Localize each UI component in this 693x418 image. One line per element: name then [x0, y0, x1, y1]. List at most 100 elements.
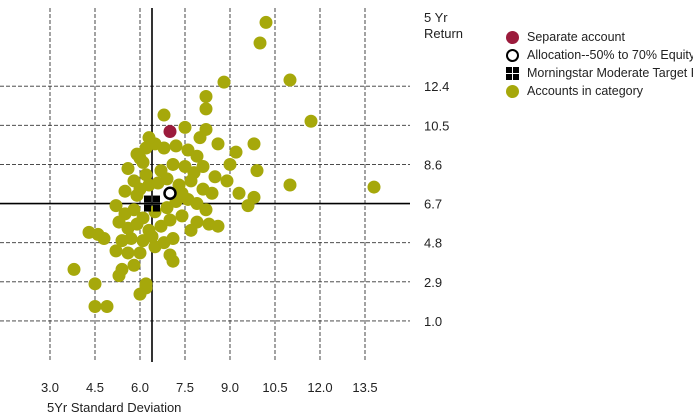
benchmark-square: [153, 195, 160, 203]
category-account-point: [124, 232, 138, 246]
category-account-point: [88, 277, 102, 291]
y-tick-label: 8.6: [424, 157, 442, 172]
category-account-point: [259, 15, 273, 29]
category-account-point: [157, 108, 171, 122]
category-account-point: [118, 184, 132, 198]
category-account-point: [283, 73, 297, 87]
category-account-point: [163, 213, 177, 227]
category-account-point: [196, 160, 210, 174]
category-account-point: [178, 120, 192, 134]
y-axis-title-line-2: Return: [424, 26, 463, 41]
category-account-point: [304, 114, 318, 128]
y-tick-label: 1.0: [424, 314, 442, 329]
benchmark-square: [144, 204, 151, 212]
category-account-point: [211, 137, 225, 151]
category-account-point: [232, 186, 246, 200]
y-tick-label: 10.5: [424, 118, 449, 133]
category-account-point: [199, 90, 213, 104]
allocation-category-point: [163, 186, 177, 201]
category-account-point: [199, 102, 213, 116]
category-account-point: [142, 131, 156, 145]
category-account-point: [169, 139, 183, 153]
x-tick-label: 9.0: [221, 380, 239, 395]
category-account-point: [190, 149, 204, 163]
category-account-point: [130, 217, 144, 231]
x-tick-label: 12.0: [307, 380, 332, 395]
legend-item-benchmark: Morningstar Moderate Target Risk: [506, 64, 693, 82]
category-account-point: [253, 36, 267, 50]
category-account-point: [100, 299, 114, 313]
category-account-point: [223, 157, 237, 171]
benchmark-point: [144, 195, 160, 212]
category-account-point: [202, 217, 216, 231]
category-account-point: [133, 287, 147, 301]
legend-label: Allocation--50% to 70% Equity: [527, 48, 693, 62]
legend-label: Morningstar Moderate Target Risk: [527, 66, 693, 80]
category-account-point: [193, 131, 207, 145]
legend-swatch-separate-account: [506, 30, 519, 44]
category-account-point: [241, 199, 255, 213]
y-tick-label: 2.9: [424, 275, 442, 290]
y-tick-label: 4.8: [424, 236, 442, 251]
chart-legend: Separate account Allocation--50% to 70% …: [506, 28, 693, 100]
category-account-point: [127, 258, 141, 272]
legend-swatch-grid: [506, 66, 519, 80]
category-account-point: [205, 186, 219, 200]
legend-item-allocation-category: Allocation--50% to 70% Equity: [506, 46, 693, 64]
category-account-point: [139, 168, 153, 182]
category-account-point: [166, 232, 180, 246]
category-account-point: [133, 182, 147, 196]
x-tick-label: 4.5: [86, 380, 104, 395]
legend-item-accounts-in-category: Accounts in category: [506, 82, 693, 100]
category-account-point: [121, 246, 135, 260]
legend-swatch-ring: [506, 48, 519, 62]
category-account-point: [67, 262, 81, 276]
x-axis-title: 5Yr Standard Deviation: [47, 400, 181, 415]
category-account-point: [145, 229, 159, 243]
category-account-point: [208, 170, 222, 184]
legend-label: Accounts in category: [527, 84, 644, 98]
category-account-point: [175, 209, 189, 223]
highlight-markers: [144, 125, 177, 212]
category-account-point: [247, 137, 261, 151]
x-tick-label: 13.5: [352, 380, 377, 395]
category-account-point: [220, 174, 234, 188]
separate-account-point: [163, 125, 177, 139]
x-tick-label: 3.0: [41, 380, 59, 395]
category-account-point: [160, 172, 174, 186]
legend-label: Separate account: [527, 30, 625, 44]
category-account-point: [166, 157, 180, 171]
category-account-point: [109, 244, 123, 258]
category-account-point: [109, 199, 123, 213]
benchmark-square: [144, 195, 151, 203]
x-tick-label: 10.5: [262, 380, 287, 395]
category-account-point: [184, 223, 198, 237]
category-account-point: [133, 246, 147, 260]
category-account-point: [127, 203, 141, 217]
legend-swatch-accounts: [506, 84, 519, 98]
benchmark-square: [153, 204, 160, 212]
category-account-point: [175, 186, 189, 200]
category-account-point: [82, 225, 96, 239]
y-axis-title-line-1: 5 Yr: [424, 10, 448, 25]
category-account-point: [157, 141, 171, 155]
category-account-point: [166, 254, 180, 268]
data-points: [67, 15, 381, 313]
y-tick-label: 12.4: [424, 79, 449, 94]
x-tick-label: 6.0: [131, 380, 149, 395]
category-account-point: [121, 162, 135, 176]
category-account-point: [283, 178, 297, 192]
category-account-point: [88, 299, 102, 313]
category-account-point: [229, 145, 243, 159]
y-tick-label: 6.7: [424, 197, 442, 212]
category-account-point: [190, 197, 204, 211]
category-account-point: [250, 164, 264, 178]
x-tick-label: 7.5: [176, 380, 194, 395]
category-account-point: [136, 155, 150, 169]
axis-ticks: 3.0 4.5 6.0 7.5 9.0 10.5 12.0 13.5 12.4 10.5 8.6 6.…: [41, 79, 449, 395]
legend-item-separate-account: Separate account: [506, 28, 693, 46]
category-account-point: [367, 180, 381, 194]
category-account-point: [184, 174, 198, 188]
category-account-point: [217, 75, 231, 89]
